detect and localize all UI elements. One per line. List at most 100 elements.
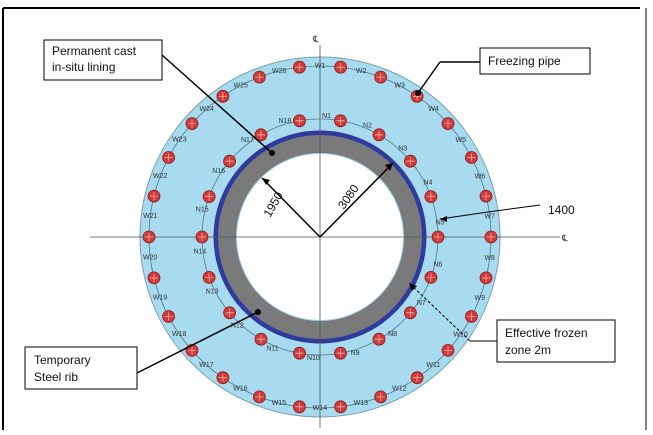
outer-pipe-cross-w26 — [295, 63, 304, 72]
outer-pipe-cross-w4 — [444, 119, 452, 128]
inner-pipe-label-n2: N2 — [363, 123, 372, 130]
outer-pipe-label-w14: W14 — [313, 405, 328, 412]
inner-pipe-label-n10: N10 — [307, 355, 320, 362]
inner-pipe-cross-n4 — [426, 192, 435, 201]
inner-pipe-label-n3: N3 — [398, 146, 407, 153]
inner-pipe-cross-n8 — [375, 335, 383, 344]
inner-pipe-cross-n10 — [295, 349, 304, 358]
outer-pipe-cross-w20 — [145, 233, 153, 241]
outer-pipe-cross-w7 — [487, 233, 495, 241]
inner-pipe-cross-n9 — [336, 349, 345, 358]
outer-pipe-label-w16: W16 — [233, 385, 248, 392]
outer-pipe-label-w24: W24 — [199, 106, 214, 113]
outer-pipe-cross-w25 — [255, 73, 264, 82]
lining-callout-line1: Permanent cast — [52, 44, 137, 58]
outer-pipe-cross-w6 — [482, 192, 490, 201]
freezing-pipe-callout-dot — [415, 90, 421, 96]
outer-pipe-label-w2: W2 — [356, 68, 367, 75]
freezing-pipe-callout-text: Freezing pipe — [488, 54, 561, 68]
inner-pipe-cross-n1 — [336, 116, 345, 125]
outer-pipe-label-w5: W5 — [456, 137, 467, 144]
outer-pipe-label-w21: W21 — [143, 213, 158, 220]
steel-rib-callout-line2: Steel rib — [34, 370, 78, 384]
outer-pipe-label-w10: W10 — [453, 331, 468, 338]
frozen-zone-callout-box — [496, 319, 616, 363]
pipe-spacing-leader — [439, 211, 489, 220]
outer-pipe-label-w3: W3 — [394, 83, 405, 90]
steel-rib-callout-box — [24, 346, 138, 390]
inner-pipe-label-n5: N5 — [436, 220, 445, 227]
outer-radius-line — [319, 162, 394, 238]
inner-pipe-cross-n15 — [205, 192, 214, 201]
inner-pipe-cross-n11 — [257, 335, 265, 344]
inner-radius-arrow — [262, 178, 270, 185]
inner-pipe-label-n14: N14 — [193, 249, 206, 256]
inner-pipe-cross-n17 — [257, 130, 265, 139]
outer-pipe-cross-w21 — [150, 192, 158, 201]
outer-pipe-label-w1: W1 — [315, 63, 326, 70]
inner-pipe-label-n18: N18 — [278, 118, 291, 125]
outer-pipe-cross-w24 — [218, 92, 227, 101]
outer-pipe-label-w8: W8 — [484, 255, 495, 262]
outer-pipe-label-w18: W18 — [172, 331, 187, 338]
inner-ring-pipes: N1 N2 N3 N4 N5 N6 N7 N8 N9 N10 N11 N12 N13 N14 N15 N16 N… — [193, 113, 444, 362]
outer-pipe-label-w26: W26 — [272, 68, 287, 75]
outer-pipe-cross-w14 — [295, 402, 304, 411]
outer-pipe-label-w22: W22 — [153, 173, 168, 180]
inner-radius-line — [261, 177, 321, 238]
outer-pipe-label-w11: W11 — [426, 362, 440, 369]
outer-pipe-cross-w5 — [467, 153, 476, 162]
inner-pipe-cross-n13 — [205, 273, 214, 282]
frozen-zone-arrow — [409, 283, 417, 291]
inner-pipe-cross-n3 — [406, 157, 415, 166]
inner-pipe-cross-n5 — [434, 233, 442, 241]
lining-callout-line2: in-situ lining — [52, 60, 115, 74]
outer-pipe-label-w12: W12 — [392, 386, 407, 393]
outer-pipe-cross-w12 — [376, 392, 385, 401]
outer-pipe-label-w9: W9 — [475, 295, 486, 302]
outer-pipe-label-w4: W4 — [428, 106, 439, 113]
inner-pipe-label-n12: N12 — [231, 322, 244, 329]
inner-pipe-label-n9: N9 — [351, 350, 360, 357]
inner-pipe-label-n13: N13 — [206, 289, 219, 296]
frozen-zone-callout-line2: zone 2m — [505, 343, 551, 357]
frozen-zone-leader-d — [408, 282, 471, 342]
outer-pipe-cross-w10 — [444, 346, 452, 355]
outer-radius-arrow — [385, 163, 393, 171]
outer-pipe-label-w19: W19 — [153, 295, 168, 302]
steel-rib-callout-dot — [255, 309, 261, 315]
outer-pipe-label-w6: W6 — [475, 174, 486, 181]
steel-rib-callout-line1: Temporary — [34, 353, 91, 367]
outer-pipe-cross-w15 — [255, 392, 264, 401]
outer-pipe-label-w7: W7 — [485, 214, 496, 221]
outer-pipe-cross-w19 — [150, 273, 158, 282]
inner-pipe-cross-n6 — [426, 273, 435, 282]
inner-pipe-cross-n2 — [375, 130, 383, 139]
freezing-pipe-callout-box — [479, 47, 591, 75]
outer-pipe-label-w23: W23 — [172, 137, 187, 144]
outer-pipe-cross-w2 — [376, 73, 385, 82]
inner-pipe-label-n1: N1 — [322, 113, 331, 120]
inner-pipe-label-n8: N8 — [388, 331, 397, 338]
outer-pipe-cross-w23 — [188, 119, 196, 128]
inner-pipe-label-n7: N7 — [417, 300, 426, 307]
pipe-spacing-arrow — [440, 216, 447, 222]
inner-pipe-label-n16: N16 — [212, 168, 225, 175]
outer-pipe-cross-w11 — [413, 373, 422, 382]
outer-pipe-label-w13: W13 — [354, 400, 369, 407]
inner-pipe-label-n6: N6 — [433, 262, 442, 269]
outer-pipe-cross-w8 — [482, 273, 490, 282]
inner-pipe-cross-n18 — [295, 116, 304, 125]
inner-pipe-cross-n14 — [198, 233, 206, 241]
outer-pipe-cross-w22 — [164, 153, 173, 162]
horizontal-centerline-symbol: ℄ — [561, 233, 568, 243]
inner-pipe-label-n11: N11 — [266, 345, 278, 352]
lining-callout-dot — [269, 150, 275, 156]
pipe-spacing-label: 1400 — [548, 203, 575, 217]
outer-pipe-cross-w1 — [336, 63, 345, 72]
outer-pipe-label-w25: W25 — [233, 83, 248, 90]
inner-pipe-label-n4: N4 — [423, 179, 432, 186]
inner-pipe-label-n17: N17 — [241, 137, 254, 144]
outer-pipe-label-w17: W17 — [199, 362, 214, 369]
